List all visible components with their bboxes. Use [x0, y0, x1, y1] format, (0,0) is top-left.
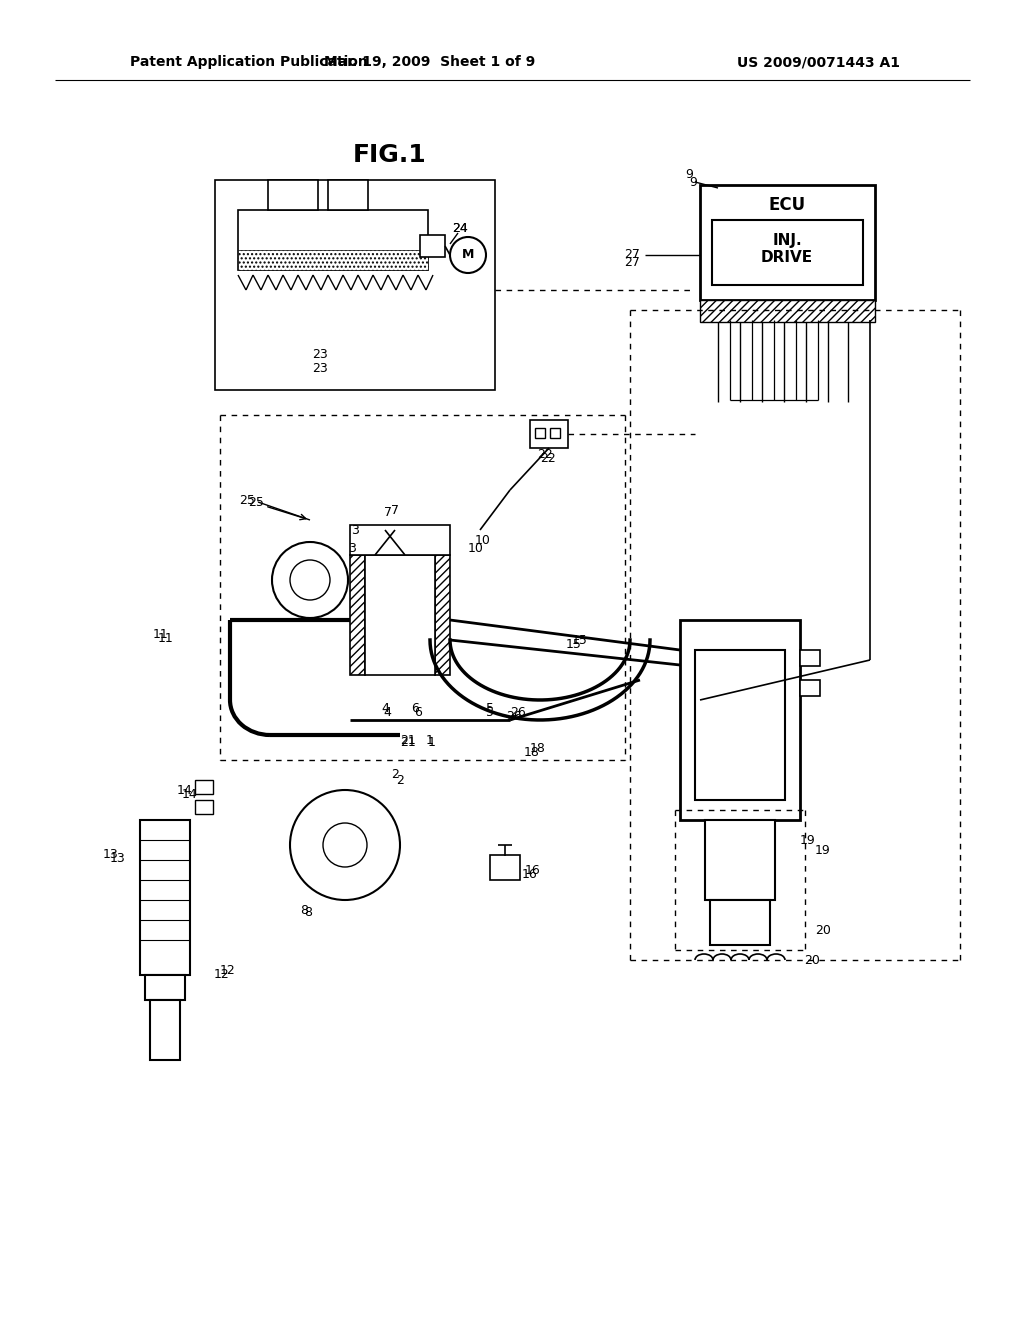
Text: 20: 20 — [804, 953, 820, 966]
Text: Patent Application Publication: Patent Application Publication — [130, 55, 368, 69]
Text: 4: 4 — [381, 701, 389, 714]
Text: 8: 8 — [304, 906, 312, 919]
Bar — [800, 649, 820, 667]
Circle shape — [450, 238, 486, 273]
Text: 13: 13 — [102, 849, 118, 862]
Bar — [535, 428, 545, 438]
Bar — [710, 900, 770, 945]
Text: 19: 19 — [800, 833, 816, 846]
Text: 25: 25 — [248, 496, 264, 510]
Text: Mar. 19, 2009  Sheet 1 of 9: Mar. 19, 2009 Sheet 1 of 9 — [325, 55, 536, 69]
Text: 22: 22 — [540, 451, 556, 465]
Text: 24: 24 — [453, 222, 468, 235]
Text: 19: 19 — [815, 843, 830, 857]
Text: 16: 16 — [525, 863, 541, 876]
Text: 5: 5 — [486, 701, 494, 714]
Text: 9: 9 — [685, 169, 693, 181]
Text: 7: 7 — [391, 503, 399, 516]
Text: 9: 9 — [689, 176, 697, 189]
Text: 6: 6 — [414, 705, 422, 718]
Bar — [550, 428, 560, 438]
Text: 8: 8 — [300, 903, 308, 916]
Text: 18: 18 — [524, 746, 540, 759]
Bar — [145, 975, 185, 1001]
Bar — [705, 820, 775, 900]
Text: 16: 16 — [522, 867, 538, 880]
Bar — [712, 220, 863, 285]
Text: ECU: ECU — [768, 195, 806, 214]
Bar — [195, 800, 213, 814]
Circle shape — [290, 789, 400, 900]
Text: 5: 5 — [486, 705, 494, 718]
Text: 12: 12 — [220, 964, 236, 977]
Circle shape — [323, 822, 367, 867]
Circle shape — [290, 560, 330, 601]
Bar — [215, 180, 495, 389]
Bar — [695, 649, 785, 800]
Text: 18: 18 — [530, 742, 546, 755]
Text: 26: 26 — [510, 705, 525, 718]
Circle shape — [272, 543, 348, 618]
Text: INJ.: INJ. — [772, 232, 802, 248]
Bar — [238, 249, 428, 271]
Text: 3: 3 — [348, 541, 356, 554]
Text: 1: 1 — [426, 734, 434, 747]
Bar — [700, 185, 874, 300]
Text: 15: 15 — [572, 634, 588, 647]
Text: 21: 21 — [400, 734, 416, 747]
Text: 13: 13 — [111, 851, 126, 865]
Text: 11: 11 — [158, 631, 174, 644]
Text: 2: 2 — [396, 774, 403, 787]
Bar — [328, 180, 368, 210]
Text: 1: 1 — [428, 735, 436, 748]
Bar — [268, 180, 318, 210]
Text: 4: 4 — [383, 705, 391, 718]
Bar — [150, 1001, 180, 1060]
Text: 25: 25 — [240, 494, 255, 507]
Text: DRIVE: DRIVE — [761, 251, 813, 265]
Text: 7: 7 — [384, 507, 392, 520]
Text: 6: 6 — [411, 701, 419, 714]
Text: 20: 20 — [815, 924, 830, 936]
Bar — [490, 855, 520, 880]
Text: 27: 27 — [624, 256, 640, 268]
Bar — [420, 235, 445, 257]
Bar — [530, 420, 568, 447]
Text: 21: 21 — [400, 735, 416, 748]
Bar — [238, 210, 428, 271]
Text: 10: 10 — [468, 541, 484, 554]
Text: 11: 11 — [153, 628, 168, 642]
Text: 26: 26 — [506, 710, 522, 722]
Text: 24: 24 — [453, 222, 468, 235]
Bar — [680, 620, 800, 820]
Text: 14: 14 — [182, 788, 198, 801]
Text: 15: 15 — [566, 639, 582, 652]
Bar — [350, 554, 365, 675]
Text: 10: 10 — [475, 533, 490, 546]
Text: 23: 23 — [312, 348, 328, 362]
Text: 3: 3 — [351, 524, 359, 536]
Bar — [350, 525, 450, 554]
Text: FIG.1: FIG.1 — [353, 143, 427, 168]
Text: 23: 23 — [312, 362, 328, 375]
Text: 12: 12 — [214, 969, 229, 982]
Bar — [700, 300, 874, 322]
Text: 2: 2 — [391, 768, 399, 781]
Bar — [365, 554, 435, 675]
Text: 22: 22 — [538, 449, 553, 462]
Bar — [435, 554, 450, 675]
Text: 14: 14 — [176, 784, 193, 796]
Bar — [195, 780, 213, 795]
Text: M: M — [462, 248, 474, 261]
Bar — [800, 680, 820, 696]
Text: 27: 27 — [624, 248, 640, 261]
Text: US 2009/0071443 A1: US 2009/0071443 A1 — [737, 55, 900, 69]
Bar — [140, 820, 190, 975]
